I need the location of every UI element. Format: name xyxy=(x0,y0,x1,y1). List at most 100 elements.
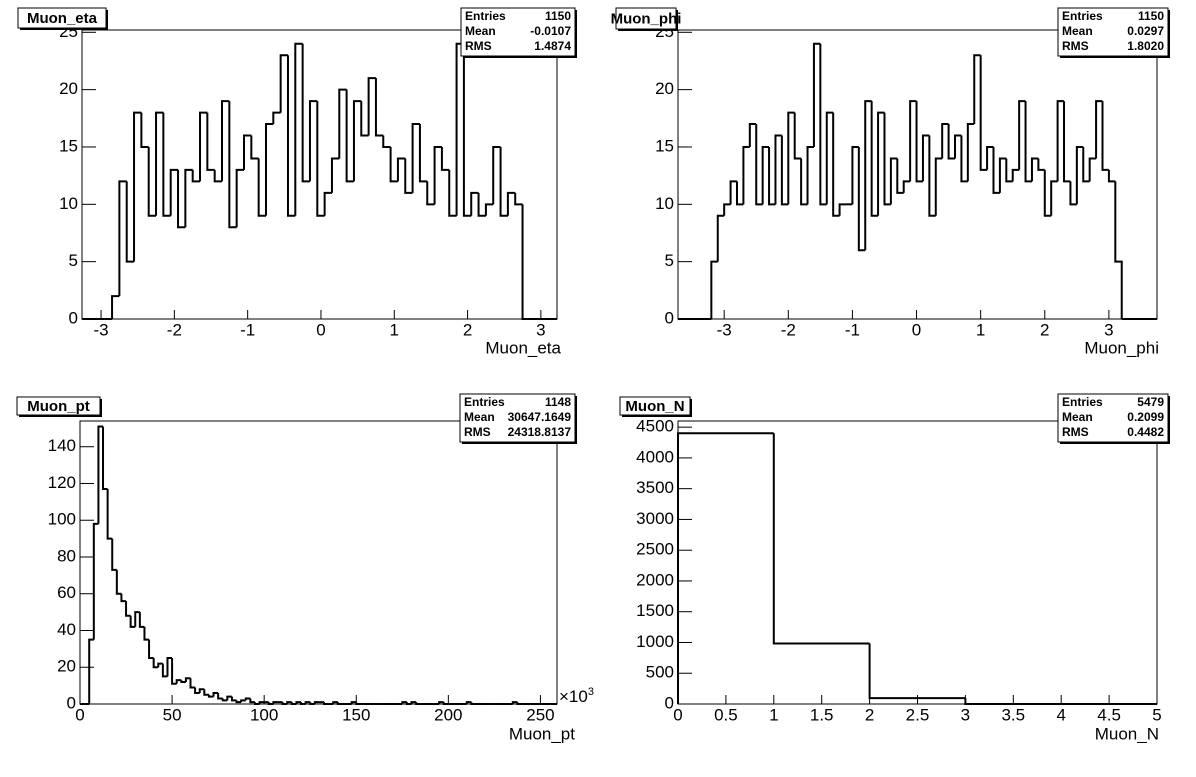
histogram-bin xyxy=(410,701,417,704)
histogram-bin xyxy=(761,145,770,205)
title: Muon_phi xyxy=(611,10,682,27)
y-tick-label: 3000 xyxy=(636,509,674,528)
histogram-bin xyxy=(281,702,288,705)
x-tick-label: 2 xyxy=(463,320,472,339)
stats-label: Entries xyxy=(465,9,506,23)
histogram-bin xyxy=(374,78,384,137)
histogram-bin xyxy=(1082,146,1090,183)
histogram-bin xyxy=(134,611,140,627)
stats-value: 1150 xyxy=(1138,9,1164,23)
histogram-bin xyxy=(870,101,879,217)
histogram-bin xyxy=(772,433,870,645)
x-tick-label: -3 xyxy=(717,320,732,339)
x-tick-label: 0 xyxy=(316,320,325,339)
histogram-bin xyxy=(332,701,338,704)
y-tick-label: 2500 xyxy=(636,540,674,559)
histogram-bin xyxy=(902,180,911,193)
histogram-bin xyxy=(290,702,297,705)
x-axis-label: Muon_phi xyxy=(1084,338,1159,357)
histogram-bin xyxy=(206,112,215,171)
histogram-bin xyxy=(345,89,354,183)
histogram-bin xyxy=(800,158,808,206)
histogram-bin xyxy=(244,697,251,701)
y-tick-label: 40 xyxy=(57,620,76,639)
histogram-bin xyxy=(710,260,718,319)
histogram-bin xyxy=(396,157,406,182)
histogram-bin xyxy=(405,702,412,705)
histogram-bin xyxy=(864,100,872,251)
title-box xyxy=(17,7,107,29)
histogram-bin xyxy=(889,157,898,205)
histogram-bin xyxy=(928,135,936,217)
y-tick-label: 0 xyxy=(665,308,674,327)
histogram-bin xyxy=(207,694,214,698)
y-tick-label: 100 xyxy=(48,510,76,529)
x-tick-label: 50 xyxy=(163,705,182,724)
histogram-bin xyxy=(313,701,320,704)
histogram-bin xyxy=(323,191,332,216)
histogram-bin xyxy=(729,180,737,205)
histogram-bin xyxy=(877,111,885,216)
stats-value: 1.8020 xyxy=(1127,39,1164,53)
histogram-bin xyxy=(941,123,949,159)
histogram-bin xyxy=(221,698,228,702)
histogram-bin xyxy=(125,181,135,263)
histogram-bin xyxy=(677,432,774,704)
x-scale-exponent: 3 xyxy=(588,686,594,698)
histogram-bin xyxy=(921,134,930,182)
histogram-bin xyxy=(966,123,975,182)
stats-box xyxy=(1057,7,1169,57)
stats-label: Mean xyxy=(465,24,496,38)
histogram-bin xyxy=(355,702,361,705)
histogram-bin xyxy=(316,101,325,217)
stats-box xyxy=(460,7,576,57)
histogram-bin xyxy=(470,702,476,705)
histogram-bin xyxy=(768,146,776,206)
histogram-bin xyxy=(389,146,398,183)
x-tick-label: 1 xyxy=(976,320,985,339)
histogram-bin xyxy=(169,168,179,216)
x-tick-label: 1 xyxy=(390,320,399,339)
x-tick-label: 200 xyxy=(434,705,462,724)
y-tick-label: 1500 xyxy=(636,601,674,620)
histogram-bin xyxy=(514,192,523,206)
y-tick-label: 140 xyxy=(48,436,76,455)
histogram-bin xyxy=(152,658,159,669)
histogram-bin xyxy=(793,112,802,160)
histogram-bin xyxy=(304,701,311,704)
histogram-bin xyxy=(120,593,127,603)
histogram-bin xyxy=(217,692,223,700)
histogram-bin xyxy=(401,701,407,704)
frame xyxy=(81,29,558,320)
histogram-bin xyxy=(418,124,428,183)
histogram-bin xyxy=(336,702,343,705)
histogram-bin xyxy=(511,701,518,704)
x-scale-label: ×103 xyxy=(559,686,594,707)
histogram-bin xyxy=(111,538,117,571)
histogram-bin xyxy=(1043,169,1052,217)
histogram-bin xyxy=(250,135,259,160)
histogram-bin xyxy=(723,203,731,216)
histogram-bin xyxy=(1095,100,1103,159)
stats-value: 24318.8137 xyxy=(508,425,572,439)
histogram-bin xyxy=(426,181,435,206)
histogram-bin xyxy=(1101,101,1109,171)
stats-value: 5479 xyxy=(1137,395,1164,409)
histogram-bin xyxy=(129,615,136,628)
histogram-bin xyxy=(295,701,302,704)
histogram-bin xyxy=(242,134,252,170)
stats-value: 0.4482 xyxy=(1127,425,1164,439)
histogram-bin xyxy=(235,168,244,228)
x-tick-label: 3.5 xyxy=(1001,705,1025,724)
histogram-bin xyxy=(448,169,457,217)
x-tick-label: 2 xyxy=(1040,320,1049,339)
stats-label: Mean xyxy=(464,410,495,424)
histogram-bin xyxy=(140,112,149,148)
histogram-bin xyxy=(716,214,725,262)
histogram-bin xyxy=(301,43,310,183)
histogram-bin xyxy=(1030,157,1039,182)
histogram-bin xyxy=(279,54,288,113)
histogram-bin xyxy=(742,145,750,205)
